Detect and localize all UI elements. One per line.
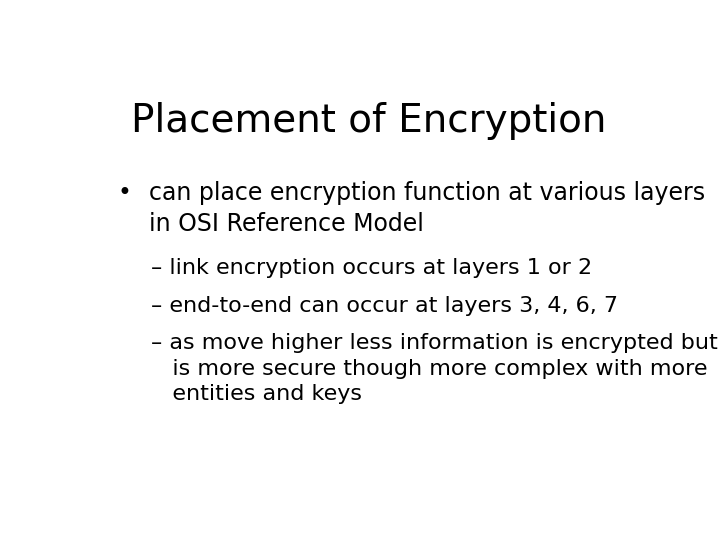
Text: Placement of Encryption: Placement of Encryption — [131, 102, 607, 140]
Text: – end-to-end can occur at layers 3, 4, 6, 7: – end-to-end can occur at layers 3, 4, 6… — [151, 295, 618, 315]
Text: can place encryption function at various layers: can place encryption function at various… — [148, 181, 705, 205]
Text: – as move higher less information is encrypted but it
   is more secure though m: – as move higher less information is enc… — [151, 333, 720, 404]
Text: – link encryption occurs at layers 1 or 2: – link encryption occurs at layers 1 or … — [151, 258, 593, 278]
Text: in OSI Reference Model: in OSI Reference Model — [148, 212, 423, 237]
Text: •: • — [118, 181, 132, 205]
